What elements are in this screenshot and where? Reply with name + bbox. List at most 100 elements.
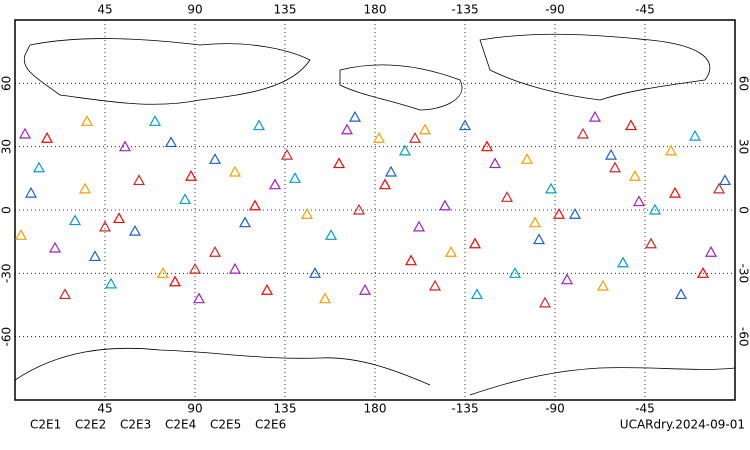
y-tick-label: 60 — [737, 76, 750, 91]
triangle-marker — [32, 161, 46, 173]
triangle-marker — [40, 131, 54, 143]
triangle-marker — [308, 267, 322, 278]
triangle-marker — [208, 153, 222, 164]
triangle-marker — [438, 199, 452, 211]
triangle-marker — [340, 123, 354, 135]
triangle-marker — [112, 212, 126, 224]
triangle-marker — [192, 292, 206, 304]
x-tick-label: -90 — [545, 402, 565, 416]
y-tick-label: 0 — [737, 206, 750, 214]
x-tick-label: 90 — [187, 3, 202, 17]
x-tick-label: 45 — [97, 402, 112, 416]
triangle-marker — [104, 277, 118, 289]
triangle-marker — [268, 178, 282, 190]
dataset-label: UCARdry.2024-09-01 — [620, 418, 745, 432]
triangle-marker — [604, 148, 618, 160]
triangle-marker — [500, 191, 514, 202]
triangle-marker — [532, 233, 546, 245]
triangle-marker — [632, 195, 646, 207]
x-tick-label: 45 — [97, 3, 112, 17]
triangle-marker — [98, 220, 112, 232]
triangle-marker — [384, 165, 398, 177]
triangle-marker — [332, 157, 346, 169]
legend-entry: C2E6 — [255, 418, 286, 432]
triangle-marker — [704, 245, 718, 257]
triangle-marker — [78, 182, 92, 194]
triangle-marker — [644, 237, 658, 249]
triangle-marker — [358, 283, 372, 295]
triangle-marker — [132, 174, 146, 186]
triangle-marker — [288, 172, 302, 183]
triangle-marker — [58, 288, 72, 300]
triangle-marker — [588, 110, 602, 122]
triangle-marker — [576, 127, 590, 139]
triangle-marker — [428, 279, 442, 291]
triangle-marker — [68, 214, 82, 226]
legend-entry: C2E1 — [30, 418, 61, 432]
triangle-marker — [228, 262, 242, 274]
triangle-marker — [178, 193, 192, 205]
triangle-marker — [398, 144, 412, 156]
triangle-marker — [624, 119, 638, 131]
x-tick-label: -135 — [451, 3, 478, 17]
x-tick-label: 135 — [274, 402, 297, 416]
coastlines — [14, 33, 736, 396]
triangle-marker — [208, 245, 222, 257]
triangle-marker — [712, 182, 726, 194]
triangle-marker — [184, 169, 198, 181]
triangle-marker — [412, 220, 426, 232]
x-tick-label: 180 — [364, 3, 387, 17]
x-tick-label: -45 — [635, 3, 655, 17]
triangle-marker — [418, 123, 432, 135]
triangle-marker — [188, 262, 202, 274]
triangle-marker — [18, 127, 32, 139]
y-tick-label: -30 — [737, 264, 750, 284]
triangle-marker — [80, 115, 94, 126]
triangle-marker — [668, 186, 682, 198]
triangle-marker — [88, 250, 102, 262]
triangle-marker — [404, 254, 418, 266]
triangle-marker — [468, 237, 482, 249]
triangle-marker — [608, 161, 622, 173]
triangle-marker — [568, 207, 582, 219]
triangle-marker — [14, 229, 28, 240]
triangle-marker — [544, 182, 558, 194]
triangle-marker — [300, 207, 314, 219]
triangle-marker — [148, 115, 162, 126]
triangle-marker — [528, 216, 542, 228]
triangle-marker — [560, 273, 574, 285]
triangle-marker — [48, 241, 62, 253]
x-tick-label: -135 — [451, 402, 478, 416]
x-tick-label: 135 — [274, 3, 297, 17]
triangle-marker — [280, 148, 294, 160]
triangle-marker — [508, 267, 522, 278]
triangle-marker — [538, 296, 552, 308]
triangle-marker — [252, 119, 266, 131]
triangle-marker — [688, 129, 702, 141]
triangle-marker — [164, 136, 178, 148]
triangle-marker — [24, 186, 38, 198]
y-tick-label: 60 — [0, 76, 14, 91]
x-tick-label: -90 — [545, 3, 565, 17]
y-tick-label: -60 — [0, 327, 14, 347]
y-tick-label: 0 — [0, 206, 14, 214]
legend-entry: C2E2 — [75, 418, 106, 432]
triangle-marker — [480, 140, 494, 152]
triangle-marker — [648, 203, 662, 215]
triangle-marker — [168, 275, 182, 287]
legend-entry: C2E5 — [210, 418, 241, 432]
legend-entry: C2E4 — [165, 418, 196, 432]
triangle-marker — [324, 229, 338, 240]
x-tick-label: 90 — [187, 402, 202, 416]
triangle-marker — [318, 292, 332, 304]
triangle-marker — [128, 224, 142, 236]
triangle-marker — [372, 131, 386, 143]
triangle-marker — [674, 288, 688, 300]
triangle-marker — [260, 283, 274, 295]
triangle-marker — [248, 199, 262, 211]
triangle-marker — [718, 174, 732, 186]
y-tick-label: -30 — [0, 264, 14, 284]
triangle-marker — [228, 165, 242, 177]
x-tick-label: -45 — [635, 402, 655, 416]
